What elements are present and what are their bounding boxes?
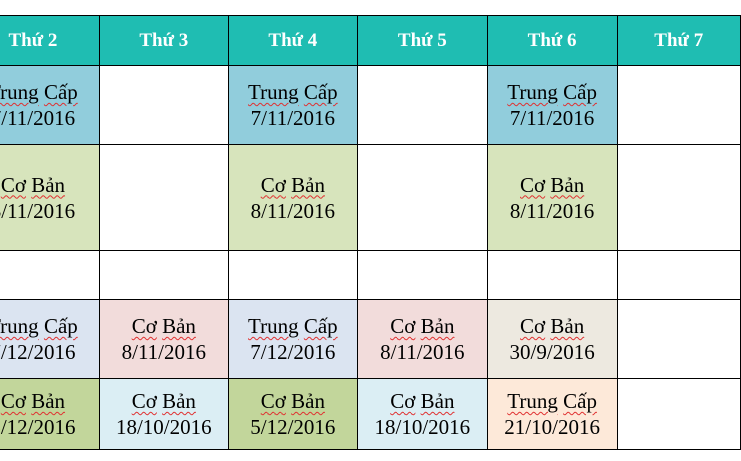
class-name: Trung Cấp <box>0 314 78 338</box>
class-cell: Trung Cấp 21/10/2016 <box>486 378 618 450</box>
day-header: Thứ 7 <box>616 15 741 66</box>
class-cell <box>98 65 229 145</box>
class-date: 5/12/2016 <box>250 415 336 439</box>
class-name: Cơ Bản <box>260 172 325 197</box>
class-date: 18/10/2016 <box>115 415 212 439</box>
class-cell: Cơ Bản 30/9/2016 <box>486 299 618 379</box>
class-cell <box>356 144 488 251</box>
class-cell <box>98 250 229 300</box>
class-name: Cơ Bản <box>131 314 196 338</box>
day-header: Thứ 5 <box>356 15 488 66</box>
class-name: Trung Cấp <box>0 80 78 104</box>
class-date: 21/10/2016 <box>504 415 600 439</box>
class-cell: Cơ Bản 18/10/2016 <box>356 378 488 450</box>
class-date: 8/11/2016 <box>0 198 76 223</box>
class-name: Cơ Bản <box>520 314 585 338</box>
class-name: Cơ Bản <box>390 314 455 338</box>
day-header: Thứ 4 <box>227 15 358 66</box>
class-date: 7/12/2016 <box>250 340 336 364</box>
class-name: Trung Cấp <box>507 389 597 413</box>
class-date: 8/11/2016 <box>380 340 465 364</box>
class-cell <box>616 144 741 251</box>
class-name: Trung Cấp <box>248 80 338 104</box>
class-cell <box>98 144 229 251</box>
class-cell <box>616 65 741 145</box>
class-cell <box>486 250 618 300</box>
schedule-row <box>0 250 741 300</box>
class-cell <box>356 250 488 300</box>
class-date: 7/11/2016 <box>509 106 595 130</box>
class-cell <box>616 250 741 300</box>
class-cell <box>616 378 741 450</box>
class-name: Cơ Bản <box>260 389 325 413</box>
class-name: Cơ Bản <box>0 389 66 413</box>
day-header: Thứ 6 <box>486 15 618 66</box>
class-name: Cơ Bản <box>390 389 455 413</box>
class-cell <box>356 65 488 145</box>
class-name: Cơ Bản <box>520 172 585 197</box>
class-date: 7/11/2016 <box>0 106 76 130</box>
class-date: 8/11/2016 <box>509 198 595 223</box>
class-date: 5/12/2016 <box>0 415 76 439</box>
class-name: Cơ Bản <box>131 389 196 413</box>
class-date: 18/10/2016 <box>374 415 471 439</box>
class-name: Trung Cấp <box>248 314 338 338</box>
class-date: 7/12/2016 <box>0 340 76 364</box>
day-header: Thứ 3 <box>98 15 229 66</box>
class-cell <box>0 250 100 300</box>
day-header: Thứ 2 <box>0 15 100 66</box>
class-date: 30/9/2016 <box>509 340 595 364</box>
class-name: Trung Cấp <box>507 80 597 104</box>
class-date: 8/11/2016 <box>250 198 336 223</box>
class-cell: Cơ Bản 18/10/2016 <box>98 378 229 450</box>
class-name: Cơ Bản <box>0 172 66 197</box>
class-cell <box>616 299 741 379</box>
header-row: Thứ 2 Thứ 3 Thứ 4 Thứ 5 Thứ 6 Thứ 7 <box>0 15 741 66</box>
class-date: 8/11/2016 <box>121 340 206 364</box>
class-date: 7/11/2016 <box>250 106 336 130</box>
class-cell <box>227 250 358 300</box>
